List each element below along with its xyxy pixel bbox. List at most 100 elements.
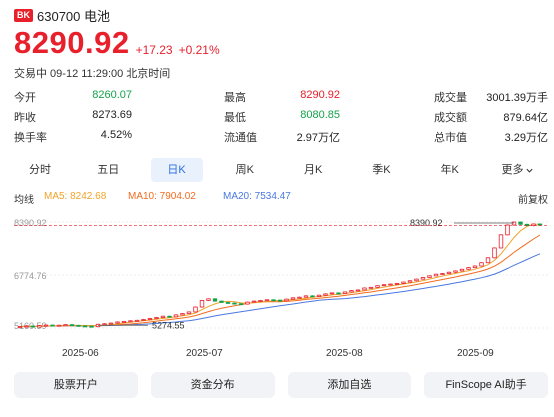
candle-body: [69, 324, 75, 327]
candle-body: [284, 298, 289, 302]
y-tick-label: 6774.76: [14, 271, 47, 281]
open-value: 8260.07: [92, 89, 132, 101]
candle-body: [394, 282, 400, 285]
tab-five-day[interactable]: 五日: [97, 164, 120, 176]
total-cap-value: 3.29万亿: [504, 132, 548, 144]
open-label: 今开: [14, 92, 36, 104]
candle-body: [30, 325, 36, 328]
quote-row: 8290.92 +17.23 +0.21%: [14, 26, 220, 60]
candle-body: [108, 322, 114, 325]
period-tabs: 分时 五日 日K 周K 月K 季K 年K 更多: [14, 158, 544, 182]
tab-more-label: 更多: [501, 164, 524, 176]
candle-body: [368, 286, 374, 289]
candle-body: [173, 314, 179, 318]
x-tick-aug: 2025-08: [326, 348, 363, 359]
candle-body: [264, 299, 270, 302]
candle-body: [518, 221, 523, 225]
candle-body: [102, 323, 107, 326]
x-tick-sep: 2025-09: [457, 348, 494, 359]
candle-body: [167, 315, 172, 318]
candle-body: [446, 271, 452, 274]
prev-close-value: 8273.69: [92, 109, 132, 121]
tab-intraday[interactable]: 分时: [29, 164, 51, 176]
board-badge: BK: [14, 9, 33, 22]
tab-more[interactable]: 更多: [492, 158, 544, 182]
candle-body: [505, 224, 510, 236]
candle-body: [388, 283, 393, 286]
tab-yearly-k[interactable]: 年K: [440, 164, 459, 176]
candle-body: [225, 302, 231, 304]
candle-body: [251, 300, 257, 303]
low-label: 最低: [224, 112, 246, 124]
candle-body: [63, 324, 68, 327]
ma10-line: [19, 234, 541, 328]
trade-status: 交易中 09-12 11:29:00 北京时间: [14, 68, 171, 80]
fund-flow-button[interactable]: 资金分布: [150, 372, 275, 398]
total-cap-label: 总市值: [434, 132, 467, 144]
ma5-value: MA5: 8242.68: [44, 191, 107, 202]
candle-body: [440, 273, 445, 275]
candle-body: [297, 296, 302, 299]
volume-value: 3001.39万手: [486, 92, 548, 104]
stock-code-name: 630700 电池: [37, 9, 110, 24]
candle-body: [50, 324, 55, 327]
ai-assistant-button[interactable]: FinScope AI助手: [424, 372, 548, 398]
candle-body: [375, 285, 380, 288]
candle-body: [479, 262, 484, 267]
x-tick-jul: 2025-07: [186, 348, 223, 359]
candle-body: [459, 268, 465, 272]
candle-body: [498, 234, 504, 249]
candle-body: [277, 299, 283, 302]
amount-value: 879.64亿: [503, 112, 548, 124]
candle-body: [258, 300, 263, 302]
candle-body: [141, 319, 146, 321]
candle-body: [154, 317, 159, 319]
candle-body: [121, 321, 127, 323]
turnover-value: 4.52%: [100, 129, 132, 141]
price-change-pct: +0.21%: [178, 43, 220, 57]
candle-body: [485, 257, 491, 264]
high-label: 最高: [224, 92, 246, 104]
candle-body: [232, 302, 237, 305]
candle-body: [531, 223, 536, 227]
candle-body: [316, 294, 322, 297]
adjust-toggle[interactable]: 前复权: [518, 195, 548, 206]
current-price: 8290.92: [14, 25, 130, 60]
amount-label: 成交额: [434, 112, 467, 124]
candle-body: [271, 299, 276, 302]
prev-close-label: 昨收: [14, 112, 36, 124]
candle-body: [37, 325, 42, 328]
price-change: +17.23: [135, 43, 173, 57]
action-buttons: 股票开户 资金分布 添加自选 FinScope AI助手: [14, 372, 548, 398]
ma10-value: MA10: 7904.02: [128, 191, 196, 202]
tab-weekly-k[interactable]: 周K: [235, 164, 255, 176]
candle-body: [492, 247, 497, 259]
tab-quarterly-k[interactable]: 季K: [372, 164, 391, 176]
candle-body: [82, 325, 88, 328]
candle-body: [238, 303, 244, 306]
candle-body: [407, 280, 413, 283]
high-annotation: 8390.92: [410, 218, 443, 228]
candle-body: [381, 284, 387, 287]
open-account-button[interactable]: 股票开户: [14, 372, 138, 398]
candle-body: [303, 295, 309, 298]
tab-monthly-k[interactable]: 月K: [303, 164, 323, 176]
turnover-label: 换手率: [14, 132, 47, 144]
candle-body: [245, 301, 250, 305]
chevron-down-icon: [526, 168, 534, 173]
candle-body: [401, 281, 406, 284]
candle-body: [453, 270, 458, 273]
candle-body: [427, 275, 432, 278]
candle-body: [323, 293, 328, 296]
candle-body: [43, 324, 49, 327]
add-watchlist-button[interactable]: 添加自选: [287, 372, 412, 398]
candle-body: [147, 318, 153, 320]
tab-daily-k[interactable]: 日K: [150, 158, 203, 182]
candle-body: [433, 273, 439, 277]
candle-body: [466, 267, 471, 270]
candle-body: [89, 325, 94, 328]
candle-body: [511, 221, 517, 226]
ma-legend: 均线 MA5: 8242.68 MA10: 7904.02 MA20: 7534…: [14, 191, 548, 206]
high-value: 8290.92: [300, 89, 340, 101]
